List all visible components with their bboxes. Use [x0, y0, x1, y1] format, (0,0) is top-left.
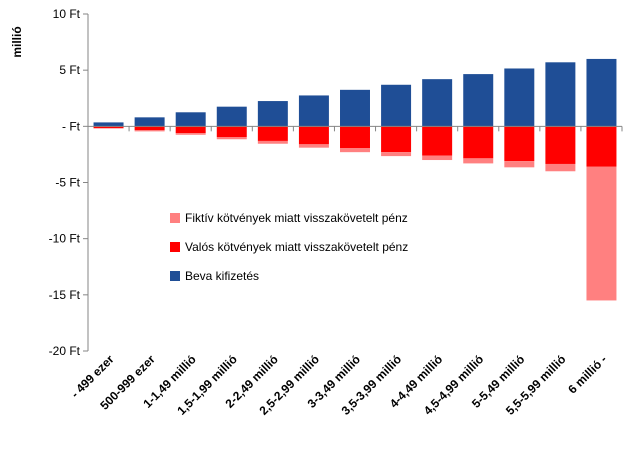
bar-beva-kifizetes	[93, 122, 124, 127]
legend-swatch	[170, 242, 180, 252]
bar-valos-kotvenyek	[134, 126, 165, 131]
bar-beva-kifizetes	[422, 79, 453, 127]
bar-valos-kotvenyek	[504, 126, 535, 162]
y-axis-label: millió	[10, 26, 24, 57]
y-tick-label: - Ft	[62, 119, 81, 133]
bar-beva-kifizetes	[340, 89, 370, 127]
y-tick-label: 5 Ft	[59, 63, 80, 77]
y-tick-label: -15 Ft	[49, 288, 81, 302]
bar-fiktiv-kotvenyek	[175, 133, 206, 135]
bar-valos-kotvenyek	[216, 126, 247, 138]
bar-beva-kifizetes	[463, 74, 494, 127]
bar-fiktiv-kotvenyek	[340, 148, 370, 153]
bar-valos-kotvenyek	[257, 126, 288, 141]
bar-valos-kotvenyek	[93, 126, 124, 129]
bar-fiktiv-kotvenyek	[216, 137, 247, 140]
bar-fiktiv-kotvenyek	[545, 163, 576, 172]
bar-valos-kotvenyek	[381, 126, 412, 153]
bar-beva-kifizetes	[298, 95, 329, 127]
bar-fiktiv-kotvenyek	[422, 155, 453, 161]
y-tick-label: -10 Ft	[49, 232, 81, 246]
bar-beva-kifizetes	[175, 112, 206, 127]
legend-label: Beva kifizetés	[185, 269, 259, 283]
y-tick-label: -5 Ft	[55, 176, 80, 190]
bar-beva-kifizetes	[586, 58, 617, 127]
bar-beva-kifizetes	[504, 68, 535, 127]
bar-valos-kotvenyek	[298, 126, 329, 145]
bar-fiktiv-kotvenyek	[298, 144, 329, 148]
bar-valos-kotvenyek	[586, 126, 617, 167]
bar-valos-kotvenyek	[463, 126, 494, 159]
bar-beva-kifizetes	[545, 62, 576, 127]
legend-swatch	[170, 213, 180, 223]
bar-fiktiv-kotvenyek	[381, 152, 412, 157]
bar-fiktiv-kotvenyek	[257, 140, 288, 144]
bar-fiktiv-kotvenyek	[586, 166, 617, 301]
bar-beva-kifizetes	[257, 101, 288, 127]
legend-label: Fiktív kötvények miatt visszakövetelt pé…	[185, 211, 408, 225]
category-label: 6 millió -	[565, 352, 609, 396]
bar-valos-kotvenyek	[340, 126, 370, 149]
bar-valos-kotvenyek	[545, 126, 576, 164]
bar-beva-kifizetes	[134, 117, 165, 127]
bar-fiktiv-kotvenyek	[504, 161, 535, 168]
y-tick-label: 10 Ft	[53, 7, 81, 21]
bar-valos-kotvenyek	[422, 126, 453, 156]
bar-fiktiv-kotvenyek	[463, 158, 494, 164]
bar-valos-kotvenyek	[175, 126, 206, 134]
bar-beva-kifizetes	[216, 106, 247, 127]
bar-beva-kifizetes	[381, 84, 412, 127]
bar-fiktiv-kotvenyek	[134, 130, 165, 132]
legend-label: Valós kötvények miatt visszakövetelt pén…	[185, 240, 408, 254]
bar-fiktiv-kotvenyek	[93, 128, 124, 129]
legend-swatch	[170, 271, 180, 281]
y-tick-label: -20 Ft	[49, 344, 81, 358]
